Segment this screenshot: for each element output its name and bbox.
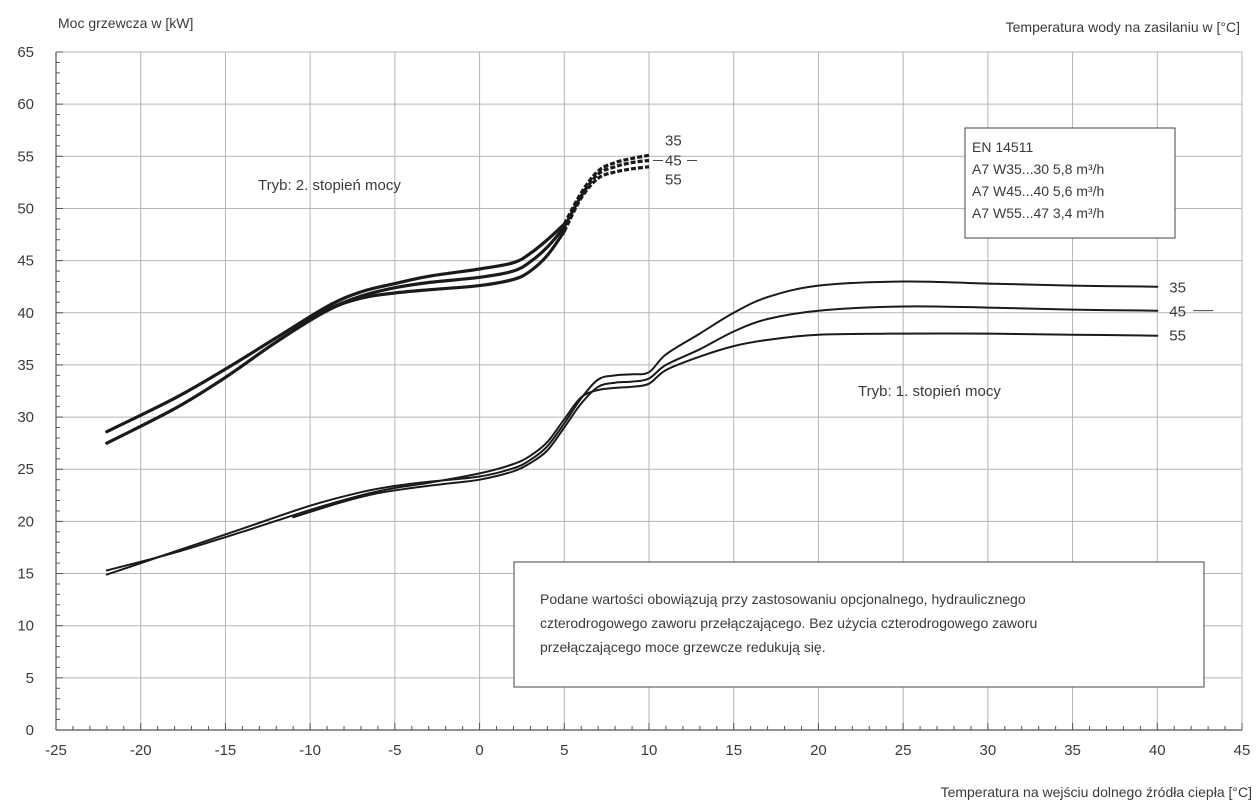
y-tick-label: 25 bbox=[17, 461, 34, 478]
y-tick-label: 50 bbox=[17, 200, 34, 217]
y-tick-label: 5 bbox=[26, 670, 34, 687]
x-tick-label: 40 bbox=[1149, 742, 1166, 759]
note-box-line-2: czterodrogowego zaworu przełączającego. … bbox=[540, 615, 1037, 631]
legend-box-line-4: A7 W55...47 3,4 m³/h bbox=[972, 205, 1104, 221]
right-axis-title: Temperatura wody na zasilaniu w [°C] bbox=[1006, 19, 1240, 35]
stage2-mode-label: Tryb: 2. stopień mocy bbox=[258, 177, 401, 194]
axes: -25 -20 -15 -10 -5 0 5 10 15 20 25 30 35 40 45 0 5 10 15 20… bbox=[17, 44, 1250, 759]
y-tick-label: 15 bbox=[17, 566, 34, 583]
x-tick-label: -5 bbox=[388, 742, 401, 759]
y-tick-label: 45 bbox=[17, 253, 34, 270]
note-box-line-1: Podane wartości obowiązują przy zastosow… bbox=[540, 591, 1026, 607]
y-tick-label: 20 bbox=[17, 513, 34, 530]
series-stage1-55-line bbox=[105, 332, 1159, 572]
x-tick-label: 25 bbox=[895, 742, 912, 759]
series-stage2-55-dashed-line bbox=[562, 165, 650, 233]
y-tick-label: 65 bbox=[17, 44, 34, 61]
y-tick-label: 40 bbox=[17, 305, 34, 322]
x-tick-label: -25 bbox=[45, 742, 67, 759]
x-tick-label: 20 bbox=[810, 742, 827, 759]
x-tick-label: -15 bbox=[215, 742, 237, 759]
legend-box bbox=[964, 127, 1176, 239]
series-layer bbox=[105, 153, 1159, 576]
stage2-end-label-45: 45 bbox=[665, 152, 682, 169]
x-tick-label: 15 bbox=[725, 742, 742, 759]
stage2-end-label-55: 55 bbox=[665, 171, 682, 188]
stage1-mode-label: Tryb: 1. stopień mocy bbox=[858, 383, 1001, 400]
note-box-line-3: przełączającego moce grzewcze redukują s… bbox=[540, 639, 826, 655]
y-axis-title: Moc grzewcza w [kW] bbox=[58, 15, 193, 31]
y-tick-label: 55 bbox=[17, 148, 34, 165]
stage1-end-label-35: 35 bbox=[1169, 280, 1186, 297]
x-axis-title: Temperatura na wejściu dolnego źródła ci… bbox=[941, 784, 1252, 800]
x-tick-label: 45 bbox=[1234, 742, 1251, 759]
y-tick-label: 60 bbox=[17, 96, 34, 113]
series-stage1-45-line bbox=[292, 305, 1159, 519]
x-tick-label: 5 bbox=[560, 742, 568, 759]
note-box bbox=[513, 561, 1205, 688]
legend-box-line-2: A7 W35...30 5,8 m³/h bbox=[972, 161, 1104, 177]
x-tick-label: 0 bbox=[475, 742, 483, 759]
x-tick-label: -10 bbox=[299, 742, 321, 759]
y-tick-label: 10 bbox=[17, 618, 34, 635]
stage1-end-label-55: 55 bbox=[1169, 328, 1186, 345]
y-tick-label: 35 bbox=[17, 357, 34, 374]
series-stage2-45-dashed-line bbox=[562, 158, 650, 228]
x-tick-label: 35 bbox=[1064, 742, 1081, 759]
series-stage1-35-line bbox=[105, 280, 1159, 576]
series-stage2-35-line bbox=[105, 222, 566, 434]
labels-layer: Moc grzewcza w [kW] Temperatura wody na … bbox=[58, 15, 1252, 800]
boxes: EN 14511 A7 W35...30 5,8 m³/h A7 W45...4… bbox=[513, 127, 1205, 688]
x-tick-label: -20 bbox=[130, 742, 152, 759]
series-stage2-35-dashed-line bbox=[562, 153, 650, 225]
legend-box-line-1: EN 14511 bbox=[972, 139, 1033, 155]
legend-box-line-3: A7 W45...40 5,6 m³/h bbox=[972, 183, 1104, 199]
y-tick-label: 0 bbox=[26, 722, 34, 739]
x-tick-label: 30 bbox=[980, 742, 997, 759]
y-tick-label: 30 bbox=[17, 409, 34, 426]
series-stage2-55-line bbox=[105, 229, 566, 445]
x-tick-label: 10 bbox=[641, 742, 658, 759]
stage1-end-label-45: 45 bbox=[1169, 304, 1186, 321]
stage2-end-label-35: 35 bbox=[665, 133, 682, 150]
